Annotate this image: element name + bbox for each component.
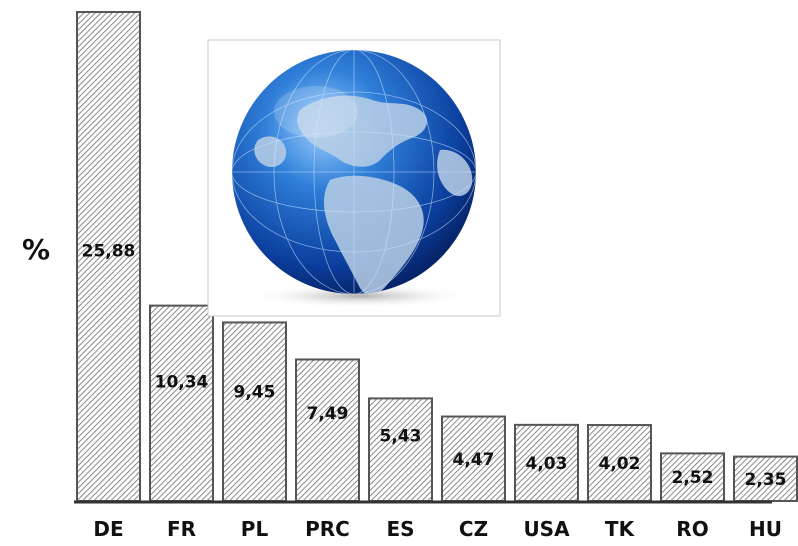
value-label-tk: 4,02 [599,454,641,474]
value-label-prc: 7,49 [307,404,349,424]
category-label-de: DE [93,517,123,541]
bar-tk [587,424,652,503]
value-label-es: 5,43 [380,426,422,446]
value-label-pl: 9,45 [234,382,276,402]
category-label-es: ES [386,517,414,541]
bar-de [76,11,141,502]
category-label-prc: PRC [305,517,350,541]
category-label-ro: RO [676,517,708,541]
bar-usa [514,423,579,502]
bars-group: 25,88 DE 10,34 FR 9,45 PL 7,49 PRC 5,43 ES 4,47 CZ 4… [76,11,798,541]
value-label-hu: 2,35 [745,470,787,490]
globe-icon [207,39,501,317]
bar-hu [733,455,798,502]
bar-es [368,397,433,502]
bar-prc [295,358,360,502]
y-axis-label: % [22,233,50,266]
category-label-tk: TK [605,517,636,541]
bar-ro [660,452,725,503]
category-label-cz: CZ [459,517,488,541]
category-label-hu: HU [749,517,782,541]
value-label-ro: 2,52 [672,468,714,488]
value-label-usa: 4,03 [526,454,568,474]
value-label-cz: 4,47 [453,450,495,470]
bar-cz [441,415,506,502]
category-label-usa: USA [523,517,570,541]
bar-pl [222,321,287,502]
bar-fr [149,304,214,502]
value-label-fr: 10,34 [155,373,209,393]
value-label-de: 25,88 [82,242,136,262]
category-label-pl: PL [241,517,269,541]
category-label-fr: FR [167,517,196,541]
